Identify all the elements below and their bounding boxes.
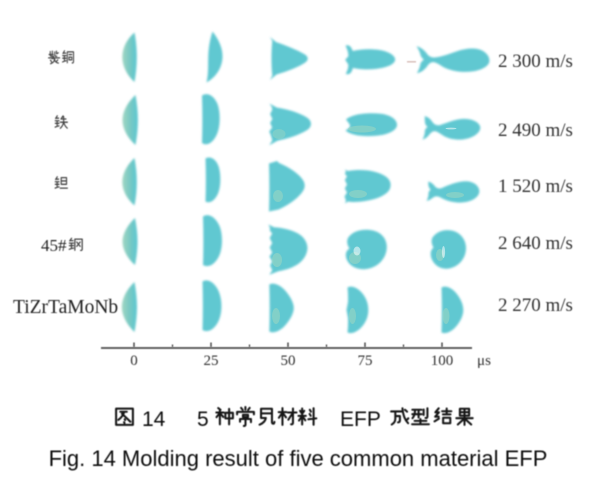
svg-text:2 490 m/s: 2 490 m/s xyxy=(498,120,573,141)
svg-text:EFP: EFP xyxy=(340,408,381,431)
svg-text:Fig. 14 Molding result of fi: Fig. 14 Molding result of five common ma… xyxy=(49,446,548,471)
svg-text:0: 0 xyxy=(130,353,138,369)
svg-text:75: 75 xyxy=(358,353,373,369)
svg-text:45#: 45# xyxy=(41,236,67,255)
svg-text:2 270 m/s: 2 270 m/s xyxy=(498,295,573,316)
svg-text:100: 100 xyxy=(431,353,454,369)
svg-text:1 520 m/s: 1 520 m/s xyxy=(498,176,573,197)
svg-text:14: 14 xyxy=(142,408,166,431)
svg-text:25: 25 xyxy=(204,353,219,369)
svg-text:50: 50 xyxy=(281,353,296,369)
svg-text:2 300 m/s: 2 300 m/s xyxy=(498,51,573,72)
svg-text:TiZrTaMoNb: TiZrTaMoNb xyxy=(13,297,118,318)
svg-text:μs: μs xyxy=(477,353,491,369)
svg-text:5: 5 xyxy=(197,408,209,431)
svg-text:2 640 m/s: 2 640 m/s xyxy=(498,233,573,254)
